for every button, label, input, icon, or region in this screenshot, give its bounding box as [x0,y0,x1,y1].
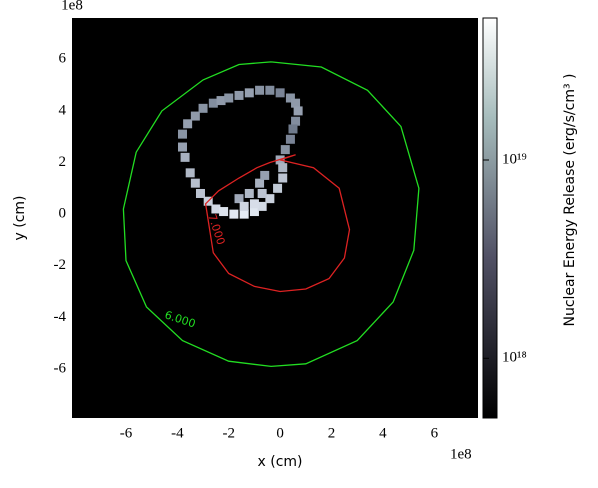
y-offset: 1e8 [61,0,83,13]
heatmap-cell [288,124,298,134]
heatmap-cell [239,201,249,211]
heatmap-cell [265,194,275,204]
heatmap-cell [244,88,254,98]
heatmap-cell [285,93,295,103]
colorbar [482,17,498,419]
heatmap-cell [198,103,208,113]
y-tick-label: 6 [59,51,67,67]
colorbar-tick-label: 10¹⁸ [502,350,527,366]
heatmap-cell [293,106,303,116]
heatmap-cell [278,163,288,173]
heatmap-cell [177,142,187,152]
heatmap-cell [285,134,295,144]
heatmap-cell [239,209,249,219]
x-tick-label: -2 [222,425,235,441]
heatmap-cell [211,204,221,214]
x-offset: 1e8 [450,446,472,462]
heatmap-cell [255,178,265,188]
contour-line [204,154,351,293]
y-tick-label: 2 [59,154,67,170]
heatmap-cell [291,98,301,108]
heatmap-cell [234,194,244,204]
x-axis-label: x (cm) [258,454,303,470]
heatmap-cell [190,111,200,121]
y-tick-label: -4 [54,309,67,325]
heatmap-cell [249,207,259,217]
y-tick-label: -6 [54,360,67,376]
y-tick-label: 4 [59,102,67,118]
heatmap-cell [224,93,234,103]
colorbar-tick-label: 10¹⁹ [502,151,527,167]
heatmap-cell [280,145,290,155]
x-tick-label: 0 [276,425,284,441]
heatmap-cell [177,129,187,139]
heatmap-cell [278,173,288,183]
x-tick-label: -6 [120,425,133,441]
x-tick-label: 4 [379,425,387,441]
heatmap-cell [229,209,239,219]
heatmap-cell [219,207,229,217]
heatmap-cell [234,90,244,100]
heatmap-cell [255,85,265,95]
heatmap-cell [291,116,301,126]
heatmap-cell [183,119,193,129]
heatmap-cell [265,85,275,95]
heatmap-cell [208,98,218,108]
contour-line [122,61,420,368]
y-tick-label: -2 [54,257,67,273]
x-tick-label: 2 [328,425,336,441]
heatmap-cell [185,168,195,178]
y-axis-label: y (cm) [12,196,28,241]
heatmap-cell [190,178,200,188]
heatmap-cell [216,96,226,106]
heatmap-cell [273,183,283,193]
plot-area [72,18,478,418]
x-tick-label: -4 [171,425,184,441]
heatmap-cell [180,152,190,162]
heatmap-cell [275,88,285,98]
y-tick-label: 0 [59,206,67,222]
heatmap-cell [244,188,254,198]
heatmap-cell [195,188,205,198]
heatmap-cell [249,199,259,209]
colorbar-label: Nuclear Energy Release (erg/s/cm³ ) [562,73,578,326]
heatmap-cell [260,170,270,180]
heatmap-cell [257,201,267,211]
heatmap-cell [257,188,267,198]
x-tick-label: 6 [431,425,439,441]
